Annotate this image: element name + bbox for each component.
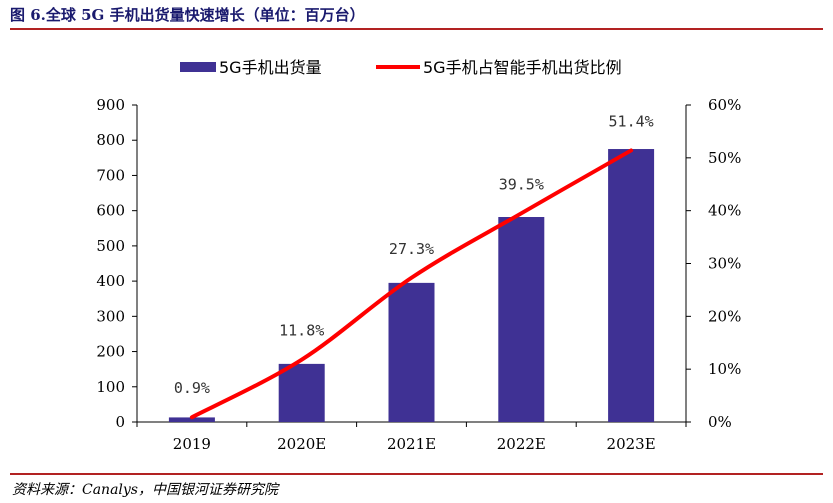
x-tick-label: 2023E (607, 435, 656, 453)
legend-bar-label: 5G手机出货量 (219, 58, 322, 77)
ratio-data-label: 39.5% (499, 175, 544, 193)
ratio-data-label: 11.8% (279, 322, 324, 340)
y-right-tick-label: 20% (708, 307, 741, 325)
chart-title: 图 6.全球 5G 手机出货量快速增长（单位：百万台） (10, 6, 365, 24)
x-tick-label: 2022E (497, 435, 546, 453)
ratio-line (189, 148, 634, 420)
data-labels: 0.9% 11.8% 27.3% 39.5% 51.4% (174, 112, 654, 397)
y-left-tick-label: 200 (96, 343, 125, 361)
y-left-tick-label: 100 (96, 378, 125, 396)
y-left-tick-label: 800 (96, 131, 125, 149)
y-left-tick-label: 500 (96, 237, 125, 255)
bar (498, 217, 545, 422)
y-left-tick-label: 600 (96, 202, 125, 220)
ratio-data-label: 51.4% (609, 112, 654, 130)
y-left-tick-label: 0 (115, 413, 125, 431)
x-tick-label: 2021E (387, 435, 436, 453)
title-divider (10, 28, 823, 30)
source-divider (10, 473, 823, 475)
y-left-tick-label: 300 (96, 307, 125, 325)
bar (608, 149, 655, 422)
y-right-tick-label: 60% (708, 96, 741, 114)
axes: 0 100 200 300 400 500 600 700 800 900 0% 10% 20% 30% 4… (96, 96, 741, 453)
y-left-tick-label: 700 (96, 166, 125, 184)
y-right-tick-label: 30% (708, 255, 741, 273)
source-note: 资料来源：Canalys，中国银河证券研究院 (12, 482, 278, 498)
y-right-tick-label: 10% (708, 360, 741, 378)
chart-svg: 5G手机出货量 5G手机占智能手机出货比例 0 100 200 300 400 500 60… (96, 58, 741, 453)
bar (278, 363, 325, 422)
legend: 5G手机出货量 5G手机占智能手机出货比例 (180, 58, 622, 77)
bars (168, 149, 655, 422)
x-tick-label: 2019 (173, 435, 211, 453)
legend-line-label: 5G手机占智能手机出货比例 (423, 58, 622, 77)
y-left-tick-label: 900 (96, 96, 125, 114)
y-right-tick-label: 40% (708, 202, 741, 220)
x-tick-label: 2020E (277, 435, 326, 453)
y-right-tick-label: 50% (708, 149, 741, 167)
legend-bar-swatch (180, 62, 216, 72)
ratio-data-label: 27.3% (389, 240, 434, 258)
bar (168, 417, 215, 422)
y-right-tick-label: 0% (708, 413, 732, 431)
bar (388, 282, 435, 422)
y-left-tick-label: 400 (96, 272, 125, 290)
ratio-data-label: 0.9% (174, 379, 210, 397)
